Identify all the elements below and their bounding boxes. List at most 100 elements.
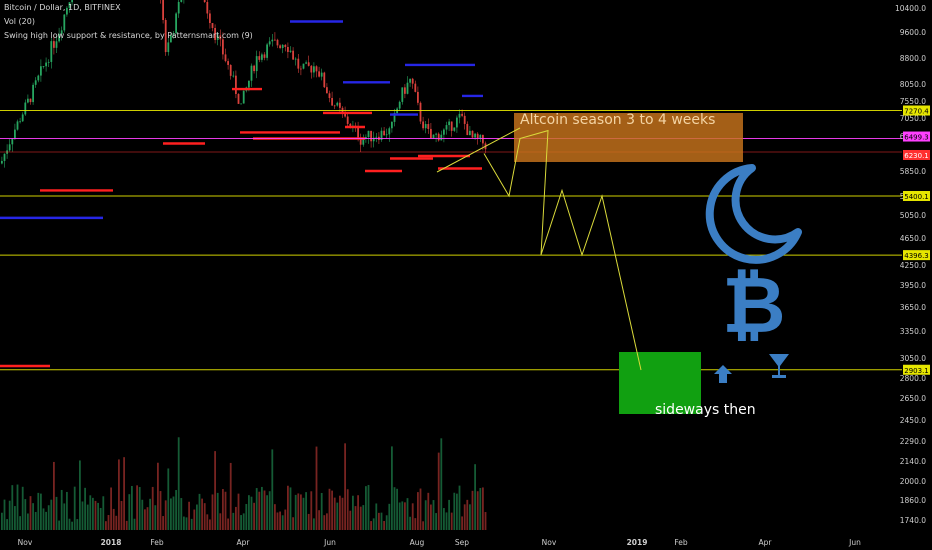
x-tick-label: Nov bbox=[18, 538, 33, 547]
y-tick-label: 2800.0 bbox=[900, 374, 926, 383]
volume-bar bbox=[146, 507, 149, 530]
volume-bar bbox=[242, 513, 245, 530]
volume-bar bbox=[89, 495, 92, 530]
volume-bar bbox=[255, 488, 258, 530]
volume-bar bbox=[107, 515, 110, 530]
volume-bar bbox=[19, 516, 21, 530]
volume-bar bbox=[469, 504, 471, 530]
candle-body bbox=[1, 160, 3, 164]
candle-body bbox=[469, 130, 471, 136]
volume-bar bbox=[94, 500, 97, 530]
y-tick-label: 3950.0 bbox=[900, 281, 926, 290]
candle-body bbox=[45, 62, 47, 67]
volume-bar bbox=[29, 496, 32, 530]
volume-bar bbox=[479, 487, 482, 530]
candle-body bbox=[266, 44, 268, 58]
candle-body bbox=[398, 101, 401, 109]
volume-bar bbox=[1, 512, 3, 530]
candle-body bbox=[315, 66, 318, 72]
candle-body bbox=[68, 2, 71, 8]
volume-bar bbox=[32, 503, 34, 530]
volume-bar bbox=[336, 502, 339, 530]
volume-bar bbox=[424, 500, 427, 530]
volume-bar bbox=[138, 487, 141, 530]
candle-body bbox=[479, 134, 482, 139]
volume-bar bbox=[307, 513, 310, 530]
volume-bar bbox=[258, 491, 261, 530]
volume-bar bbox=[183, 516, 185, 530]
candle-body bbox=[424, 124, 427, 129]
volume-bar bbox=[346, 489, 349, 530]
candle-body bbox=[326, 87, 328, 94]
volume-bar bbox=[339, 495, 341, 530]
volume-bar bbox=[209, 519, 211, 530]
candle-body bbox=[333, 105, 336, 107]
y-tick-label: 2290.0 bbox=[900, 437, 926, 446]
volume-bar bbox=[248, 495, 250, 530]
volume-bar bbox=[50, 499, 53, 530]
volume-bar bbox=[112, 508, 115, 530]
candle-body bbox=[474, 133, 476, 138]
volume-bar bbox=[398, 502, 401, 530]
candle-body bbox=[47, 61, 50, 63]
volume-bar bbox=[310, 491, 313, 530]
candle-body bbox=[55, 41, 58, 48]
x-tick-label: Feb bbox=[150, 538, 164, 547]
volume-bar bbox=[440, 438, 443, 530]
candle-body bbox=[235, 75, 237, 94]
volume-bar bbox=[68, 518, 71, 530]
candle-body bbox=[461, 113, 463, 116]
volume-bar bbox=[97, 502, 99, 530]
candle-body bbox=[232, 75, 235, 77]
volume-bar bbox=[175, 490, 177, 530]
candle-body bbox=[209, 13, 211, 24]
x-tick-label: Feb bbox=[674, 538, 688, 547]
volume-bar bbox=[81, 501, 84, 530]
volume-bar bbox=[16, 484, 19, 530]
volume-bar bbox=[157, 462, 159, 530]
candle-body bbox=[339, 102, 341, 108]
volume-bar bbox=[380, 512, 383, 530]
volume-bar bbox=[110, 487, 112, 530]
volume-bar bbox=[115, 515, 118, 530]
volume-bar bbox=[201, 498, 203, 530]
volume-bar bbox=[315, 446, 318, 530]
volume-bar bbox=[422, 521, 424, 530]
candle-body bbox=[417, 91, 419, 103]
volume-bar bbox=[357, 495, 359, 530]
volume-bar bbox=[34, 511, 37, 530]
volume-bar bbox=[300, 494, 302, 530]
volume-bar bbox=[261, 486, 263, 530]
candle-body bbox=[40, 66, 42, 76]
candle-body bbox=[406, 82, 409, 94]
candle-body bbox=[383, 130, 385, 136]
candle-body bbox=[435, 133, 437, 135]
volume-bar bbox=[331, 490, 333, 530]
y-tick-label: 9600.0 bbox=[900, 28, 926, 37]
candle-body bbox=[16, 121, 19, 130]
volume-bar bbox=[471, 490, 474, 530]
volume-bar bbox=[120, 500, 123, 530]
volume-bar bbox=[102, 496, 105, 530]
volume-bar bbox=[27, 513, 29, 530]
volume-bar bbox=[99, 507, 102, 530]
candle-body bbox=[370, 130, 372, 142]
volume-bar bbox=[263, 490, 266, 530]
volume-bar bbox=[3, 499, 6, 530]
volume-bar bbox=[463, 504, 466, 530]
price-tag bbox=[903, 250, 930, 261]
candle-body bbox=[336, 102, 339, 106]
volume-bar bbox=[131, 485, 133, 530]
x-tick-label: Jun bbox=[848, 538, 861, 547]
candle-body bbox=[281, 44, 284, 49]
candle-body bbox=[300, 68, 302, 70]
volume-bar bbox=[450, 512, 453, 530]
price-tag bbox=[903, 149, 930, 160]
candle-body bbox=[372, 137, 375, 142]
swing-indicator-label: Swing high low support & resistance, by … bbox=[4, 31, 253, 40]
volume-bar bbox=[274, 504, 276, 530]
candle-body bbox=[27, 98, 29, 103]
candle-body bbox=[274, 39, 276, 41]
volume-bar bbox=[14, 506, 16, 530]
